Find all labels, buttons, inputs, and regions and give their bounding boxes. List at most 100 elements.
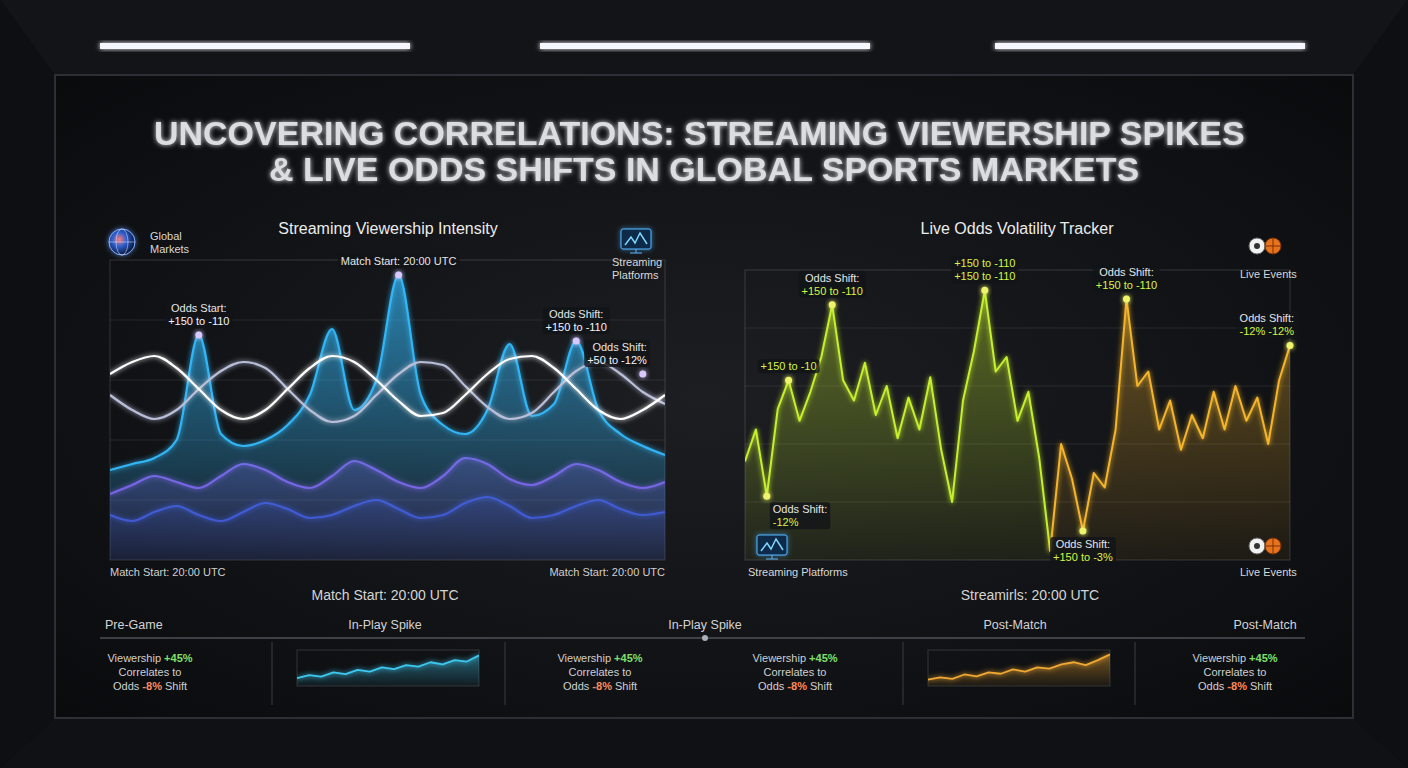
floor <box>0 718 1408 768</box>
annotation-text: Odds Shift: <box>1099 266 1153 278</box>
text-line: Live Events <box>1240 566 1297 578</box>
annotation-backing <box>1050 537 1116 564</box>
annotation: +150 to -10 <box>758 359 820 384</box>
ceiling-light <box>995 43 1305 49</box>
area <box>745 290 1050 560</box>
annotation-backing <box>951 256 1018 283</box>
badge-label: Live Events <box>1240 566 1297 578</box>
panel-title: Streaming Viewership Intensity <box>278 220 497 237</box>
annotation-backing <box>338 254 460 268</box>
annotation-dot <box>639 371 646 378</box>
stat-word: to <box>1257 666 1266 678</box>
annotation-backing <box>543 307 610 334</box>
text-line: Markets <box>150 243 190 255</box>
badge-label: Streaming Platforms <box>748 566 848 578</box>
icon-monitor-wave <box>761 539 783 551</box>
stat-word: Correlates <box>1204 666 1258 678</box>
text-line: Global <box>150 230 185 242</box>
annotation-dot <box>829 301 836 308</box>
axis-title: Streamirls: 20:00 UTC <box>961 587 1099 603</box>
plot-frame <box>110 260 665 560</box>
area <box>928 654 1110 686</box>
stat-text: Correlates to <box>764 666 827 678</box>
stat-text: Odds -8% Shift <box>758 680 832 692</box>
icon-basketball-seam <box>1273 538 1274 554</box>
annotation-text: +150 to -110 <box>1096 279 1157 291</box>
stat-word: to <box>622 666 631 678</box>
plot-frame <box>745 270 1290 560</box>
panel-title: Live Odds Volatility Tracker <box>921 220 1115 237</box>
chart <box>745 270 1290 560</box>
stat-text: Correlates to <box>1204 666 1267 678</box>
line <box>928 654 1110 679</box>
footnote: Match Start: 20:00 UTC <box>110 566 226 578</box>
annotation-text: +150 to -110 <box>954 270 1015 282</box>
stat-word: Shift <box>615 680 637 692</box>
icon-monitor-stand <box>772 555 773 559</box>
area <box>110 275 665 560</box>
area <box>297 655 479 686</box>
annotation-text: Odds Shift: <box>549 308 603 320</box>
infographic: UNCOVERING CORRELATIONS: STREAMING VIEWE… <box>0 0 1408 768</box>
stat-text: Correlates to <box>569 666 632 678</box>
stat-word: Viewership <box>557 652 614 664</box>
marks <box>297 655 479 686</box>
stat-word: -8% <box>142 680 165 692</box>
annotation-backing <box>584 340 650 367</box>
stat-word: Viewership <box>107 652 164 664</box>
line <box>110 356 665 419</box>
marks <box>110 275 665 560</box>
text-line: Streaming <box>612 256 665 268</box>
badge-label: Streaming Platforms <box>612 256 665 281</box>
phase-label: In-Play Spike <box>348 618 422 632</box>
stat-text: Odds -8% Shift <box>1198 680 1272 692</box>
annotation: Odds Shift:-12% <box>763 493 830 530</box>
annotation-dot <box>195 332 202 339</box>
phase-label: In-Play Spike <box>668 618 742 632</box>
icon-globe <box>109 229 135 255</box>
stat-word: Correlates <box>764 666 818 678</box>
background <box>0 0 1408 768</box>
annotation: Odds Shift:-12% -12% <box>1237 311 1298 349</box>
annotation-text: +150 to -110 <box>802 285 863 297</box>
stat-word: to <box>172 666 181 678</box>
badge-label: Global Markets <box>150 230 190 255</box>
phase-label: Pre-Game <box>105 618 163 632</box>
annotation-dot <box>573 338 580 345</box>
icon-soccer-ball <box>1249 238 1265 254</box>
footnote: Match Start: 20:00 UTC <box>549 566 665 578</box>
text-line: UNCOVERING CORRELATIONS: STREAMING VIEWE… <box>154 114 1254 152</box>
icon-globe-line <box>109 242 135 243</box>
annotation-backing <box>770 502 830 529</box>
stat-word: to <box>817 666 826 678</box>
icon-monitor <box>621 229 651 249</box>
annotation: Odds Start:+150 to -110 <box>165 301 232 339</box>
screen <box>55 75 1353 718</box>
annotation-text: -12% <box>773 516 799 528</box>
axis-title: Match Start: 20:00 UTC <box>311 587 458 603</box>
icon-basketball-seam <box>1273 238 1274 254</box>
annotation: Odds Shift:+150 to -110 <box>543 307 610 345</box>
line <box>745 290 1050 551</box>
annotation-backing <box>1237 311 1298 338</box>
annotation: Odds Shift:+50 to -12% <box>584 340 650 378</box>
icon-monitor-wave <box>625 233 647 245</box>
stat-word: +45% <box>164 652 193 664</box>
annotation-dot <box>785 377 792 384</box>
line <box>110 275 665 470</box>
timeline-separator <box>903 642 904 705</box>
annotation-text: Match Start: 20:00 UTC <box>341 255 457 267</box>
annotation: Odds Shift:+150 to -3% <box>1050 528 1116 565</box>
stat-word: Odds <box>758 680 787 692</box>
annotation-dot <box>763 493 770 500</box>
icon <box>1249 538 1281 554</box>
stat-word: Correlates <box>569 666 623 678</box>
stat-word: Shift <box>1250 680 1272 692</box>
phase-label: Post-Match <box>1233 618 1296 632</box>
icon <box>109 229 135 255</box>
stat-word: Correlates <box>119 666 173 678</box>
timeline-separator <box>1135 642 1136 705</box>
annotation-text: +150 to -3% <box>1053 551 1113 563</box>
stat-text: Viewership +45% <box>557 652 642 664</box>
stat-word: Viewership <box>1192 652 1249 664</box>
